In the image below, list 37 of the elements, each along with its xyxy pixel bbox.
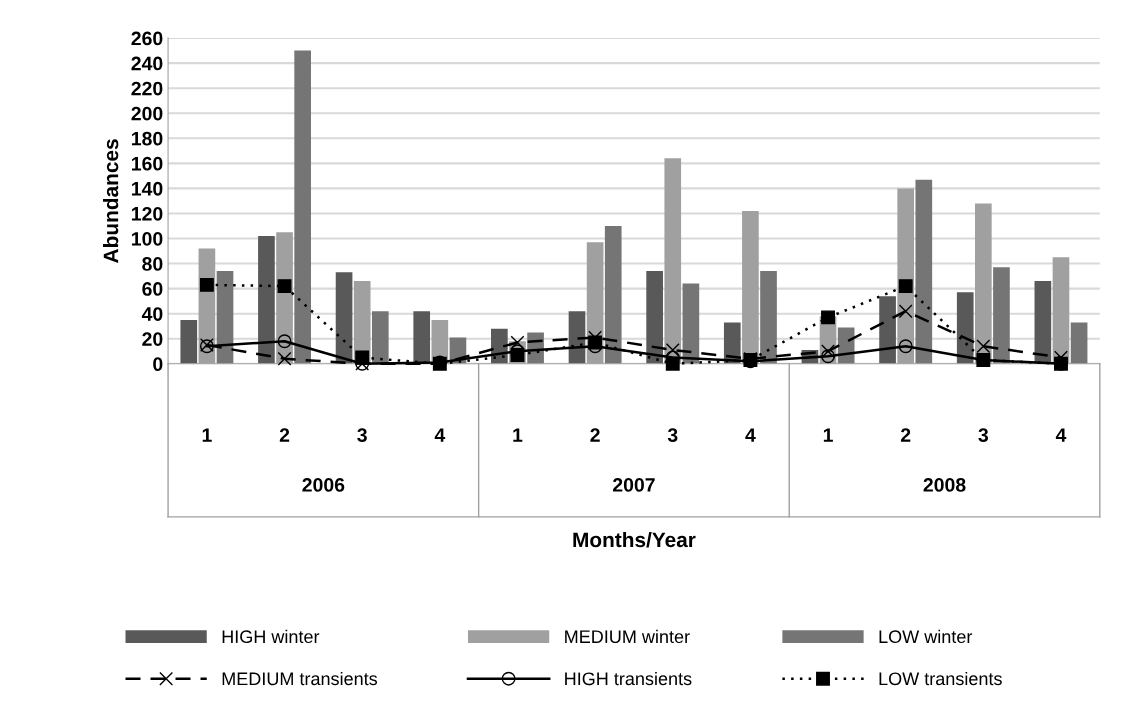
y-tick-label: 220	[131, 81, 163, 96]
x-tick-label: 4	[434, 428, 446, 442]
x-tick-label: 1	[513, 428, 523, 442]
x-tick-label: 3	[357, 428, 367, 442]
y-tick-label: 20	[142, 332, 163, 346]
x-axis-title: Months/Year	[573, 531, 696, 548]
text: 2007	[612, 478, 655, 492]
x-tick-label: 1	[202, 428, 212, 442]
y-tick-label: 100	[132, 231, 163, 246]
y-tick-label: 0	[153, 357, 163, 372]
x-tick-label: 4	[1055, 428, 1067, 442]
y-tick-label: 80	[142, 257, 163, 271]
y-axis-title: Abundances	[103, 139, 119, 263]
legend-label: MEDIUM transients	[222, 671, 378, 686]
x-tick-label: 3	[978, 428, 989, 442]
y-tick-label: 40	[141, 307, 163, 321]
legend-label: HIGH transients	[565, 671, 692, 686]
x-tick-label: 4	[745, 428, 756, 442]
x-tick-label: 2	[279, 428, 290, 442]
x-tick-label: 1	[823, 428, 833, 442]
legend-label: LOW transients	[879, 671, 1002, 686]
x-tick-label: 2	[900, 428, 911, 442]
legend-label: LOW winter	[879, 629, 973, 644]
text: 2006	[302, 478, 345, 492]
y-tick-label: 60	[142, 282, 163, 296]
y-tick-label: 180	[132, 131, 163, 146]
legend-label: HIGH winter	[222, 629, 320, 644]
y-tick-label: 160	[132, 156, 163, 171]
text: 2008	[923, 478, 966, 492]
y-tick-label: 200	[131, 106, 163, 121]
legend-label: MEDIUM winter	[565, 629, 690, 644]
y-tick-label: 120	[132, 206, 163, 221]
x-tick-label: 2	[590, 428, 600, 442]
y-tick-label: 260	[131, 31, 163, 46]
y-tick-label: 240	[131, 56, 163, 71]
y-tick-label: 140	[132, 181, 163, 196]
x-tick-label: 3	[667, 428, 678, 442]
